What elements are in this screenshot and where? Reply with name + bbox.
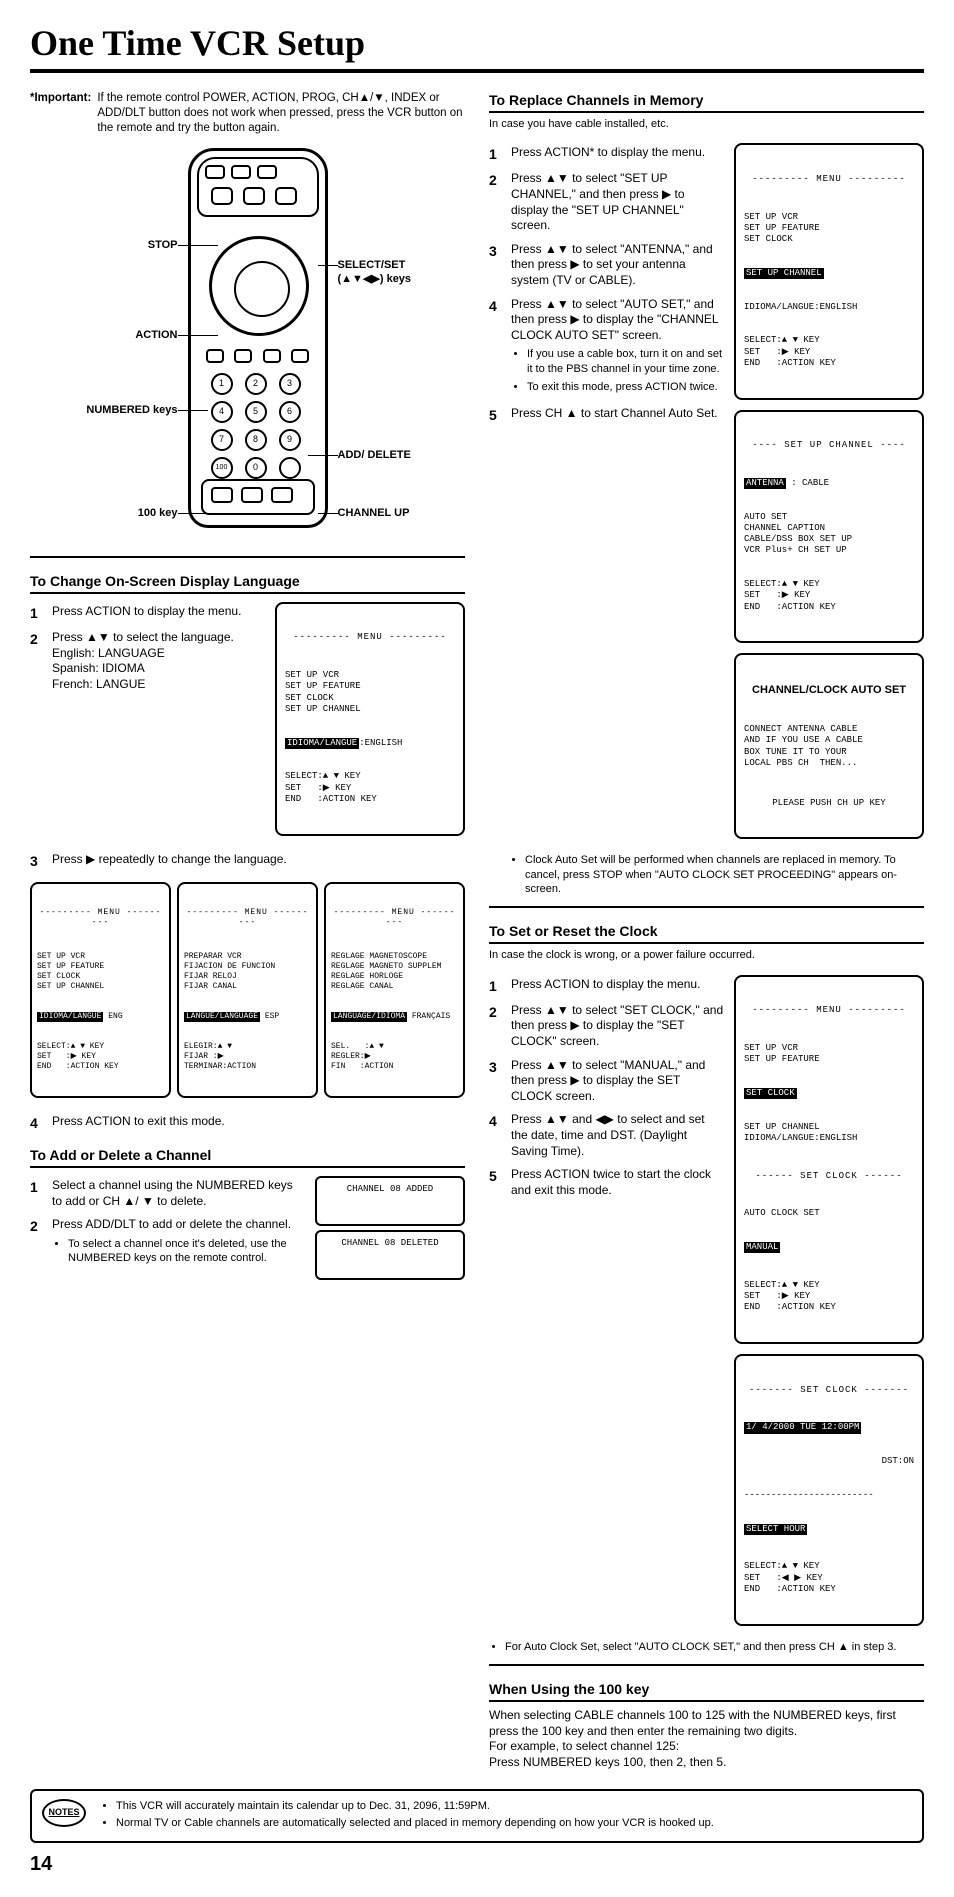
replace-osd2: ---- SET UP CHANNEL ---- ANTENNA : CABLE… — [734, 410, 924, 644]
adddel-step1: Select a channel using the NUMBERED keys… — [52, 1178, 305, 1209]
replace-osd3: CHANNEL/CLOCK AUTO SET CONNECT ANTENNA C… — [734, 653, 924, 839]
replace-step4: Press ▲▼ to select "AUTO SET," and then … — [511, 297, 724, 344]
lang-osd-en: --------- MENU --------- SET UP VCR SET … — [30, 882, 171, 1098]
remote-body: 1 2 3 4 5 6 7 8 9 100 0 — [188, 148, 328, 528]
key-add-dlt — [279, 457, 301, 479]
remote-figure: 1 2 3 4 5 6 7 8 9 100 0 — [30, 148, 465, 538]
clock-sub: In case the clock is wrong, or a power f… — [489, 948, 924, 962]
key-5: 5 — [245, 401, 267, 423]
clock-step3: Press ▲▼ to select "MANUAL," and then pr… — [511, 1058, 724, 1105]
replace-s5b1: Clock Auto Set will be performed when ch… — [525, 853, 924, 896]
keypad: 1 2 3 4 5 6 7 8 9 100 0 — [211, 373, 307, 479]
key-100: 100 — [211, 457, 233, 479]
lang-title: To Change On-Screen Display Language — [30, 572, 465, 594]
notes-n2: Normal TV or Cable channels are automati… — [116, 1816, 714, 1830]
notes-box: NOTES This VCR will accurately maintain … — [30, 1789, 924, 1844]
replace-osd1: --------- MENU --------- SET UP VCR SET … — [734, 143, 924, 399]
key-4: 4 — [211, 401, 233, 423]
lang-osd-es: --------- MENU --------- PREPARAR VCR FI… — [177, 882, 318, 1098]
osd-ch-added: CHANNEL 08 ADDED — [315, 1176, 465, 1226]
adddel-bul1: To select a channel once it's deleted, u… — [68, 1237, 305, 1266]
callout-adddelete: ADD/ DELETE — [338, 449, 411, 461]
callout-channelup: CHANNEL UP — [338, 507, 410, 519]
replace-step5: Press CH ▲ to start Channel Auto Set. — [511, 406, 718, 422]
key-9: 9 — [279, 429, 301, 451]
key-1: 1 — [211, 373, 233, 395]
lang-osd-fr: --------- MENU --------- REGLAGE MAGNETO… — [324, 882, 465, 1098]
left-column: *Important: If the remote control POWER,… — [30, 91, 465, 1771]
notes-badge: NOTES — [42, 1799, 86, 1827]
right-column: To Replace Channels in Memory In case yo… — [489, 91, 924, 1771]
replace-s4b1: If you use a cable box, turn it on and s… — [527, 347, 724, 376]
clock-step4: Press ▲▼ and ◀▶ to select and set the da… — [511, 1112, 724, 1159]
lang-step1: Press ACTION to display the menu. — [52, 604, 241, 620]
clock-step2: Press ▲▼ to select "SET CLOCK," and then… — [511, 1003, 724, 1050]
important-note: *Important: If the remote control POWER,… — [30, 91, 465, 136]
replace-step3: Press ▲▼ to select "ANTENNA," and then p… — [511, 242, 724, 289]
lang-step3: Press ▶ repeatedly to change the languag… — [52, 852, 287, 868]
callout-numbered: NUMBERED keys — [86, 404, 177, 416]
key-3: 3 — [279, 373, 301, 395]
clock-step1: Press ACTION to display the menu. — [511, 977, 700, 993]
callout-selectset: SELECT/SET (▲▼◀▶) keys — [338, 259, 412, 285]
replace-s4b2: To exit this mode, press ACTION twice. — [527, 380, 724, 394]
key-0: 0 — [245, 457, 267, 479]
notes-n1: This VCR will accurately maintain its ca… — [116, 1799, 714, 1813]
key-7: 7 — [211, 429, 233, 451]
replace-title: To Replace Channels in Memory — [489, 91, 924, 113]
lang-osd-main: --------- MENU --------- SET UP VCR SET … — [275, 602, 465, 836]
adddel-step2: Press ADD/DLT to add or delete the chann… — [52, 1217, 305, 1233]
key-8: 8 — [245, 429, 267, 451]
clock-title: To Set or Reset the Clock — [489, 922, 924, 944]
replace-sub: In case you have cable installed, etc. — [489, 117, 924, 131]
page-title: One Time VCR Setup — [30, 20, 924, 73]
callout-action: ACTION — [135, 329, 177, 341]
key100-body: When selecting CABLE channels 100 to 125… — [489, 1708, 924, 1770]
key-2: 2 — [245, 373, 267, 395]
key100-title: When Using the 100 key — [489, 1680, 924, 1702]
lang-step4: Press ACTION to exit this mode. — [52, 1114, 225, 1130]
clock-osd1: --------- MENU --------- SET UP VCR SET … — [734, 975, 924, 1345]
nav-ring — [209, 236, 309, 336]
clock-note: For Auto Clock Set, select "AUTO CLOCK S… — [505, 1640, 924, 1654]
adddel-title: To Add or Delete a Channel — [30, 1146, 465, 1168]
lang-step2: Press ▲▼ to select the language. English… — [52, 630, 234, 692]
important-label: *Important: — [30, 91, 91, 136]
callout-100key: 100 key — [138, 507, 178, 519]
replace-step1: Press ACTION* to display the menu. — [511, 145, 705, 161]
callout-stop: STOP — [148, 239, 178, 251]
replace-step2: Press ▲▼ to select "SET UP CHANNEL," and… — [511, 171, 724, 233]
important-text: If the remote control POWER, ACTION, PRO… — [97, 91, 465, 136]
clock-osd2: ------- SET CLOCK ------- 1/ 4/2000 TUE … — [734, 1354, 924, 1626]
clock-step5: Press ACTION twice to start the clock an… — [511, 1167, 724, 1198]
key-6: 6 — [279, 401, 301, 423]
osd-ch-deleted: CHANNEL 08 DELETED — [315, 1230, 465, 1280]
page-number: 14 — [30, 1851, 924, 1877]
